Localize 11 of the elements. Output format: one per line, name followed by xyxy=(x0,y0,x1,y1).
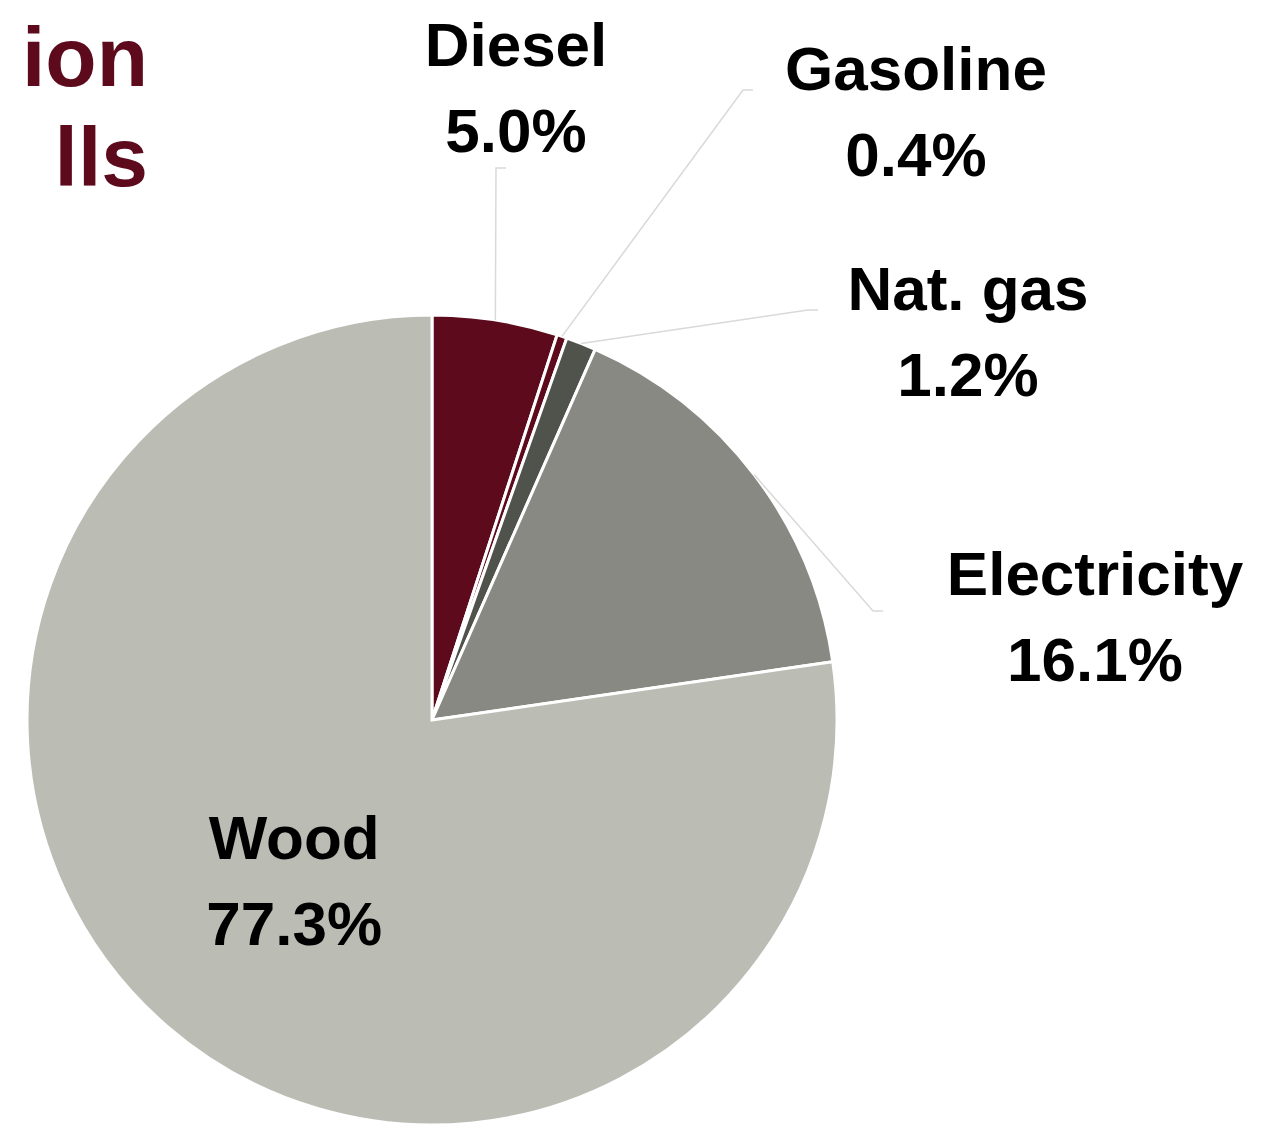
slice-label: Electricity xyxy=(946,539,1244,608)
data-label: 1.2% xyxy=(897,340,1039,409)
slice-label: Wood xyxy=(208,803,380,873)
slice-label: Gasoline xyxy=(785,34,1047,103)
data-label: 5.0% xyxy=(445,96,587,165)
slice-label: Diesel xyxy=(424,10,608,79)
data-label: 16.1% xyxy=(1007,625,1183,694)
data-label: 77.3% xyxy=(206,889,383,959)
data-label: 0.4% xyxy=(845,120,987,189)
text: ion lls xyxy=(22,10,148,204)
slice-label: Nat. gas xyxy=(847,254,1089,323)
